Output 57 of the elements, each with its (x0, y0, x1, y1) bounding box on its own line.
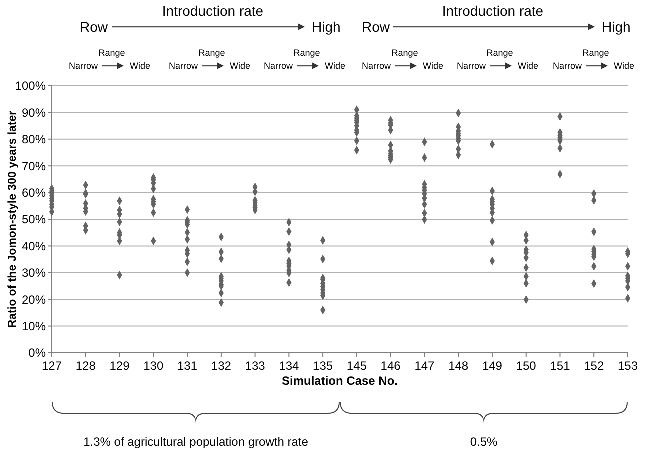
x-tick-label: 134 (279, 359, 300, 373)
text: Introduction rate (442, 3, 544, 19)
x-tick-label: 152 (584, 359, 604, 373)
x-axis-title: Simulation Case No. (282, 374, 398, 388)
text: Wide (325, 61, 346, 71)
text: Wide (614, 61, 635, 71)
x-tick-label: 146 (380, 359, 402, 373)
text: Range (98, 48, 126, 58)
text: Row (80, 19, 109, 35)
x-tick-label: 151 (550, 359, 571, 373)
text: Narrow (362, 61, 392, 71)
y-tick-label: 100% (15, 79, 46, 94)
text: Wide (130, 61, 151, 71)
text: 0.5% (470, 435, 498, 449)
x-tick-label: 153 (618, 359, 638, 373)
text: Narrow (264, 61, 294, 71)
text: Range (294, 48, 320, 58)
text: Narrow (168, 61, 198, 71)
y-tick-label: 80% (22, 132, 46, 147)
x-tick-label: 148 (448, 359, 469, 373)
text: Range (582, 48, 610, 58)
y-tick-label: 0% (28, 346, 46, 360)
text: Narrow (68, 61, 98, 71)
text: Narrow (456, 61, 486, 71)
y-axis-title: Ratio of the Jomon-style 300 years later (7, 110, 19, 328)
y-tick-label: 40% (22, 239, 46, 254)
x-tick-label: 147 (414, 359, 436, 373)
text: Wide (423, 61, 444, 71)
text: Row (362, 19, 391, 35)
x-tick-label: 131 (178, 359, 198, 373)
text: High (312, 19, 341, 35)
text: Range (392, 48, 418, 58)
x-tick-label: 127 (42, 359, 62, 373)
x-tick-label: 133 (245, 359, 266, 373)
x-tick-label: 149 (482, 359, 503, 373)
y-tick-label: 30% (22, 266, 46, 280)
text: Range (198, 48, 226, 58)
x-tick-label: 132 (211, 359, 232, 373)
x-tick-label: 135 (313, 359, 334, 373)
y-tick-label: 60% (22, 186, 46, 200)
x-tick-label: 150 (516, 359, 537, 373)
y-tick-label: 10% (22, 320, 46, 334)
x-tick-label: 128 (76, 359, 96, 373)
x-tick-label: 129 (110, 359, 130, 373)
text: Wide (518, 61, 539, 71)
text: Narrow (552, 61, 582, 71)
x-tick-label: 145 (346, 359, 368, 373)
text: Wide (230, 61, 251, 71)
y-tick-label: 20% (22, 292, 46, 307)
y-tick-label: 70% (22, 159, 46, 174)
text: Range (486, 48, 514, 58)
text: High (602, 19, 631, 35)
y-tick-label: 90% (22, 106, 46, 120)
text: Introduction rate (162, 3, 264, 19)
x-tick-label: 130 (144, 359, 164, 373)
text: 1.3% of agricultural population growth rate (84, 435, 309, 449)
y-tick-label: 50% (22, 212, 46, 227)
